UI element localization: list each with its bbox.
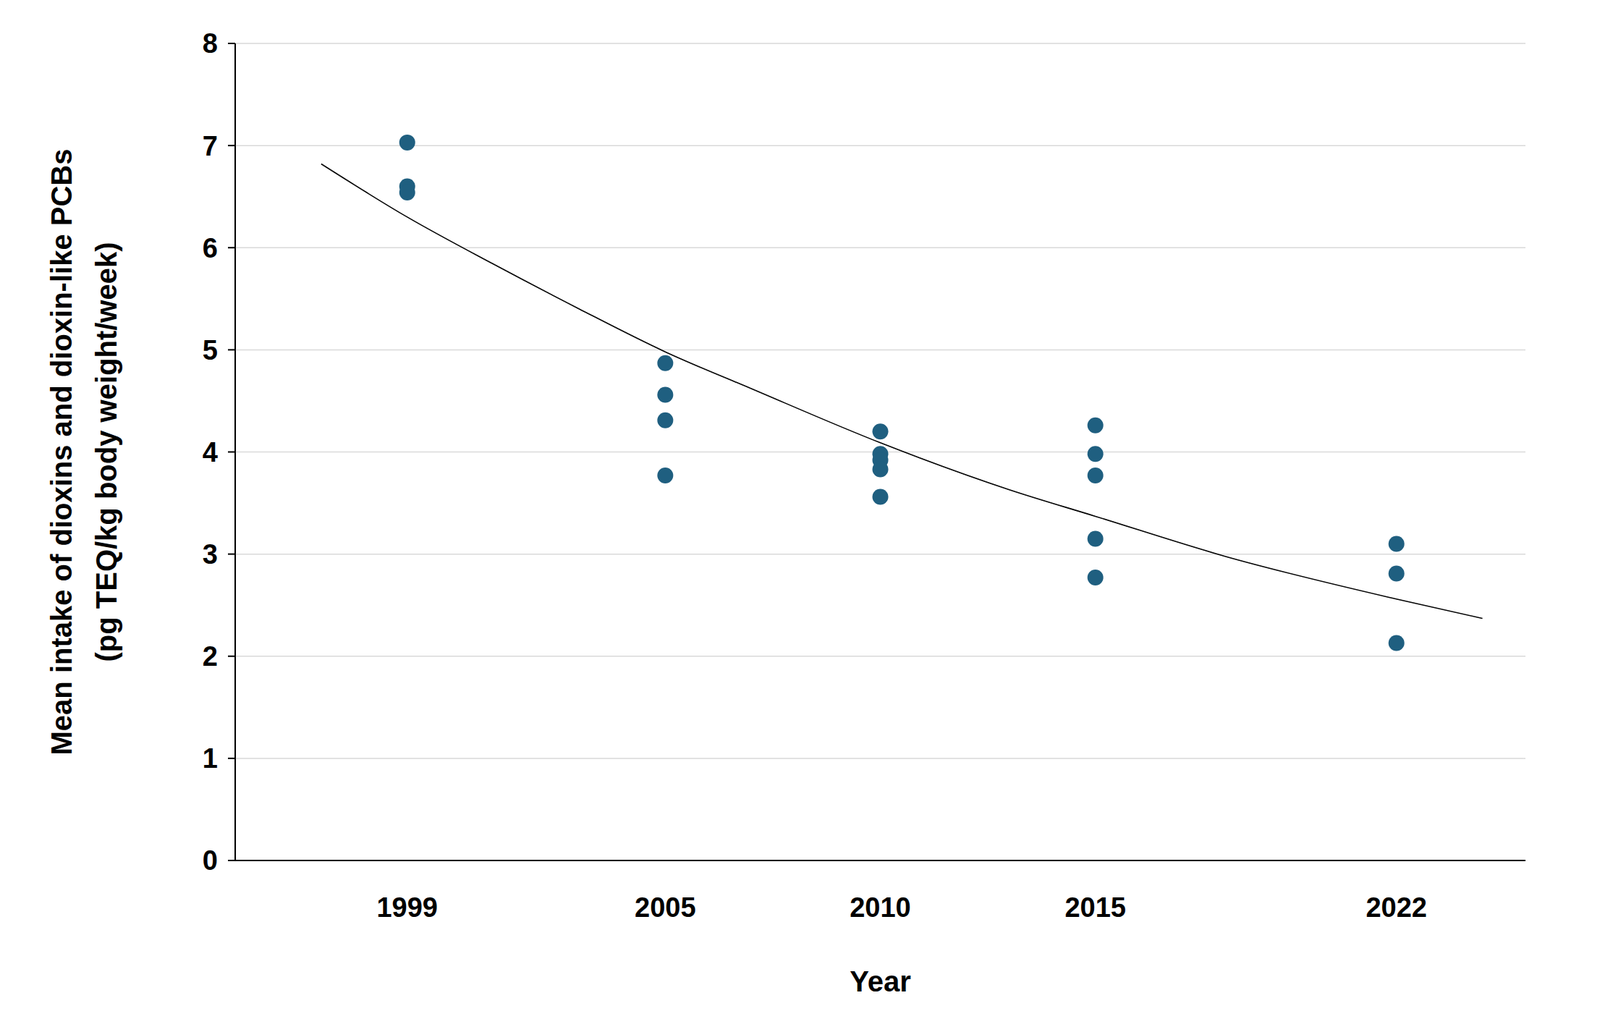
svg-text:2015: 2015 [1064, 892, 1127, 923]
svg-text:4: 4 [202, 437, 218, 468]
svg-text:(pg TEQ/kg body weight/week): (pg TEQ/kg body weight/week) [90, 241, 123, 662]
svg-text:7: 7 [202, 130, 218, 162]
svg-text:2010: 2010 [849, 892, 912, 923]
svg-text:5: 5 [202, 335, 218, 366]
svg-text:1999: 1999 [376, 892, 438, 923]
svg-text:2005: 2005 [634, 892, 697, 923]
svg-text:Mean intake of dioxins and dio: Mean intake of dioxins and dioxin-like P… [45, 149, 78, 756]
svg-text:1: 1 [202, 743, 218, 774]
svg-text:Year: Year [849, 965, 912, 998]
svg-text:8: 8 [202, 28, 218, 59]
svg-text:3: 3 [202, 539, 218, 570]
svg-text:0: 0 [202, 845, 218, 876]
svg-text:2: 2 [202, 641, 218, 672]
svg-text:2022: 2022 [1365, 892, 1428, 923]
svg-text:6: 6 [202, 233, 218, 264]
